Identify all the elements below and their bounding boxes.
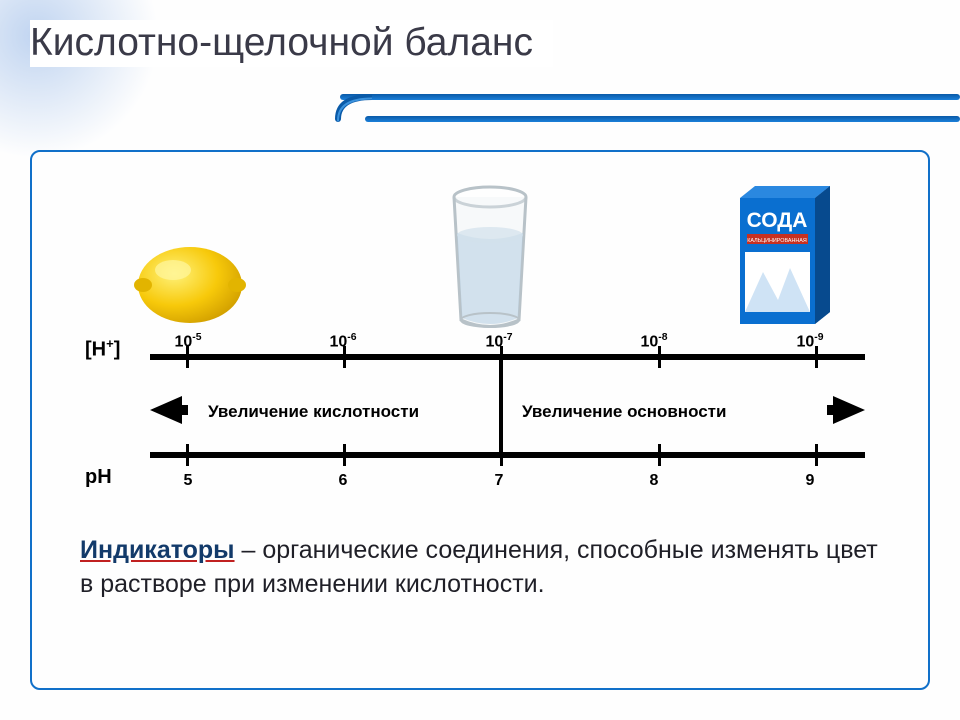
ph-tick-1: 6: [339, 472, 348, 490]
slide-title-block: Кислотно-щелочной баланс: [30, 20, 553, 67]
ph-tick-3: 8: [650, 472, 659, 490]
center-divider-tick: [499, 356, 503, 452]
divider-curve: [328, 94, 372, 122]
h-tick-2: 10-7: [485, 332, 512, 351]
soda-box-icon: СОДА КАЛЬЦИНИРОВАННАЯ: [720, 180, 850, 330]
content-card: СОДА КАЛЬЦИНИРОВАННАЯ [H+] 10-5 10-6 10-…: [30, 150, 930, 690]
ph-tick-0: 5: [184, 472, 193, 490]
arrow-right-icon: [827, 396, 865, 429]
ph-scale-diagram: [H+] 10-5 10-6 10-7 10-8 10-9 Увеличение…: [80, 334, 880, 524]
ph-tick-4: 9: [806, 472, 815, 490]
divider-bar-bottom: [365, 116, 960, 122]
example-images-row: СОДА КАЛЬЦИНИРОВАННАЯ: [80, 170, 880, 330]
left-arrow-text: Увеличение кислотности: [208, 402, 419, 422]
h-axis-label: [H+]: [85, 336, 120, 362]
water-glass-icon: [430, 185, 550, 330]
h-tick-3: 10-8: [640, 332, 667, 351]
slide-title: Кислотно-щелочной баланс: [30, 20, 533, 67]
definition-term: Индикаторы: [80, 536, 235, 564]
ph-axis-label: pH: [85, 466, 112, 489]
ph-axis: [150, 452, 865, 458]
h-tick-4: 10-9: [796, 332, 823, 351]
arrow-left-icon: [150, 396, 188, 429]
ph-tick-2: 7: [495, 472, 504, 490]
svg-text:КАЛЬЦИНИРОВАННАЯ: КАЛЬЦИНИРОВАННАЯ: [747, 238, 807, 244]
svg-text:СОДА: СОДА: [747, 209, 808, 232]
right-arrow-text: Увеличение основности: [522, 402, 726, 422]
indicator-definition: Индикаторы – органические соединения, сп…: [80, 534, 880, 602]
h-concentration-axis: [150, 354, 865, 360]
h-tick-1: 10-6: [329, 332, 356, 351]
lemon-icon: [120, 235, 260, 330]
h-tick-0: 10-5: [174, 332, 201, 351]
divider-bar-top: [340, 94, 960, 100]
